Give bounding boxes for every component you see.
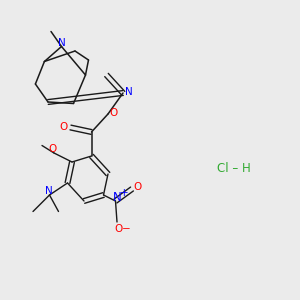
Text: −: − [122,224,130,234]
Text: O: O [60,122,68,133]
Text: +: + [120,188,128,198]
Text: N: N [124,87,132,98]
Text: N: N [112,191,122,204]
Text: O: O [114,224,123,234]
Text: O: O [109,107,118,118]
Text: Cl – H: Cl – H [217,161,251,175]
Text: O: O [48,144,57,154]
Text: N: N [45,186,53,196]
Text: N: N [58,38,66,48]
Text: O: O [134,182,142,193]
